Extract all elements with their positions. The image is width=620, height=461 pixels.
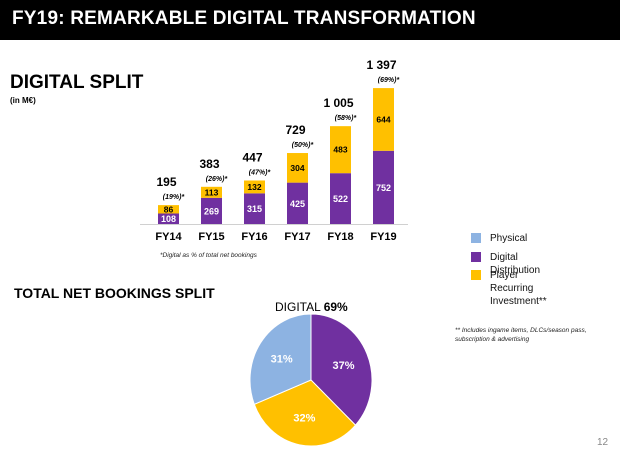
bar-total-label: 729 (285, 123, 305, 137)
bar-label-digital-distribution: 752 (376, 183, 391, 193)
bar-percent-label: (19%)* (163, 194, 185, 201)
page-number: 12 (597, 437, 609, 448)
legend-swatch-physical (471, 233, 481, 243)
bar-percent-label: (69%)* (378, 77, 400, 84)
bar-player-recurring (373, 88, 394, 151)
bookings-pie-chart: 37% 32% 31% (249, 313, 373, 447)
pie-slice-digital-distribution (310, 313, 373, 426)
x-tick-label: FY16 (241, 231, 267, 243)
legend-swatch-digital-distribution (471, 252, 481, 262)
legend-item-player-recurring: Player Recurring Investment** (471, 269, 547, 308)
legend-item-physical: Physical (471, 232, 527, 245)
bar-label-digital-distribution: 315 (247, 204, 262, 214)
legend-swatch-player-recurring (471, 270, 481, 280)
bar-total-label: 195 (156, 175, 176, 189)
bar-total-label: 1 005 (323, 96, 353, 110)
digital-split-title: DIGITAL SPLIT (10, 72, 144, 93)
bar-digital-distribution (330, 173, 351, 224)
bar-percent-label: (58%)* (335, 115, 357, 122)
legend-label-digital-distribution: Digital Distribution (490, 252, 541, 276)
pie-label-physical: 31% (271, 354, 293, 366)
bar-player-recurring (330, 126, 351, 174)
bar-digital-distribution (244, 193, 265, 224)
x-tick-label: FY19 (370, 231, 396, 243)
bar-label-digital-distribution: 522 (333, 194, 348, 204)
bar-player-recurring (287, 153, 308, 183)
bar-digital-distribution (287, 182, 308, 224)
bar-label-player-recurring: 86 (164, 204, 174, 214)
bar-total-label: 1 397 (366, 58, 396, 72)
pie-slice-physical (249, 313, 312, 405)
legend-footnote: ** Includes ingame items, DLCs/season pa… (455, 327, 587, 343)
pie-label-player-recurring-investment: 32% (293, 413, 315, 425)
pie-label-digital-distribution: 37% (332, 360, 354, 372)
bar-label-digital-distribution: 425 (290, 199, 305, 209)
bar-percent-label: (47%)* (249, 169, 271, 176)
slide-title: FY19: REMARKABLE DIGITAL TRANSFORMATION (12, 8, 476, 29)
digital-split-unit: (in M€) (10, 96, 36, 105)
bar-digital-distribution (201, 197, 222, 224)
pie-slice-player-recurring-investment (253, 379, 357, 447)
bar-digital-distribution (373, 150, 394, 224)
bar-digital-distribution (158, 213, 179, 224)
legend-label-physical: Physical (490, 233, 528, 244)
pie-title-prefix: DIGITAL (275, 300, 324, 314)
digital-percent-footnote: *Digital as % of total net bookings (160, 252, 257, 259)
bar-total-label: 383 (199, 157, 219, 171)
bar-percent-label: (50%)* (292, 142, 314, 149)
header-bar: FY19: REMARKABLE DIGITAL TRANSFORMATION (0, 0, 620, 40)
pie-title: DIGITAL 69% (275, 300, 348, 314)
bar-label-player-recurring: 113 (205, 187, 219, 197)
bar-label-player-recurring: 304 (290, 163, 304, 173)
bar-player-recurring (158, 205, 179, 214)
bar-label-player-recurring: 132 (247, 182, 261, 192)
bar-player-recurring (244, 180, 265, 194)
x-tick-label: FY15 (198, 231, 224, 243)
legend-label-player-recurring: Player Recurring Investment** (490, 270, 547, 307)
x-tick-label: FY14 (155, 231, 182, 243)
bar-label-digital-distribution: 269 (204, 206, 219, 216)
legend-item-digital-distribution: Digital Distribution (471, 251, 540, 277)
bar-label-player-recurring: 644 (376, 114, 390, 124)
bar-label-digital-distribution: 108 (161, 214, 176, 224)
x-tick-label: FY17 (284, 231, 310, 243)
x-tick-label: FY18 (327, 231, 353, 243)
bookings-title: TOTAL NET BOOKINGS SPLIT (14, 285, 215, 301)
bar-label-player-recurring: 483 (333, 145, 347, 155)
bar-percent-label: (26%)* (206, 176, 228, 183)
pie-title-value: 69% (323, 300, 348, 314)
bar-player-recurring (201, 186, 222, 198)
bar-total-label: 447 (242, 150, 262, 164)
